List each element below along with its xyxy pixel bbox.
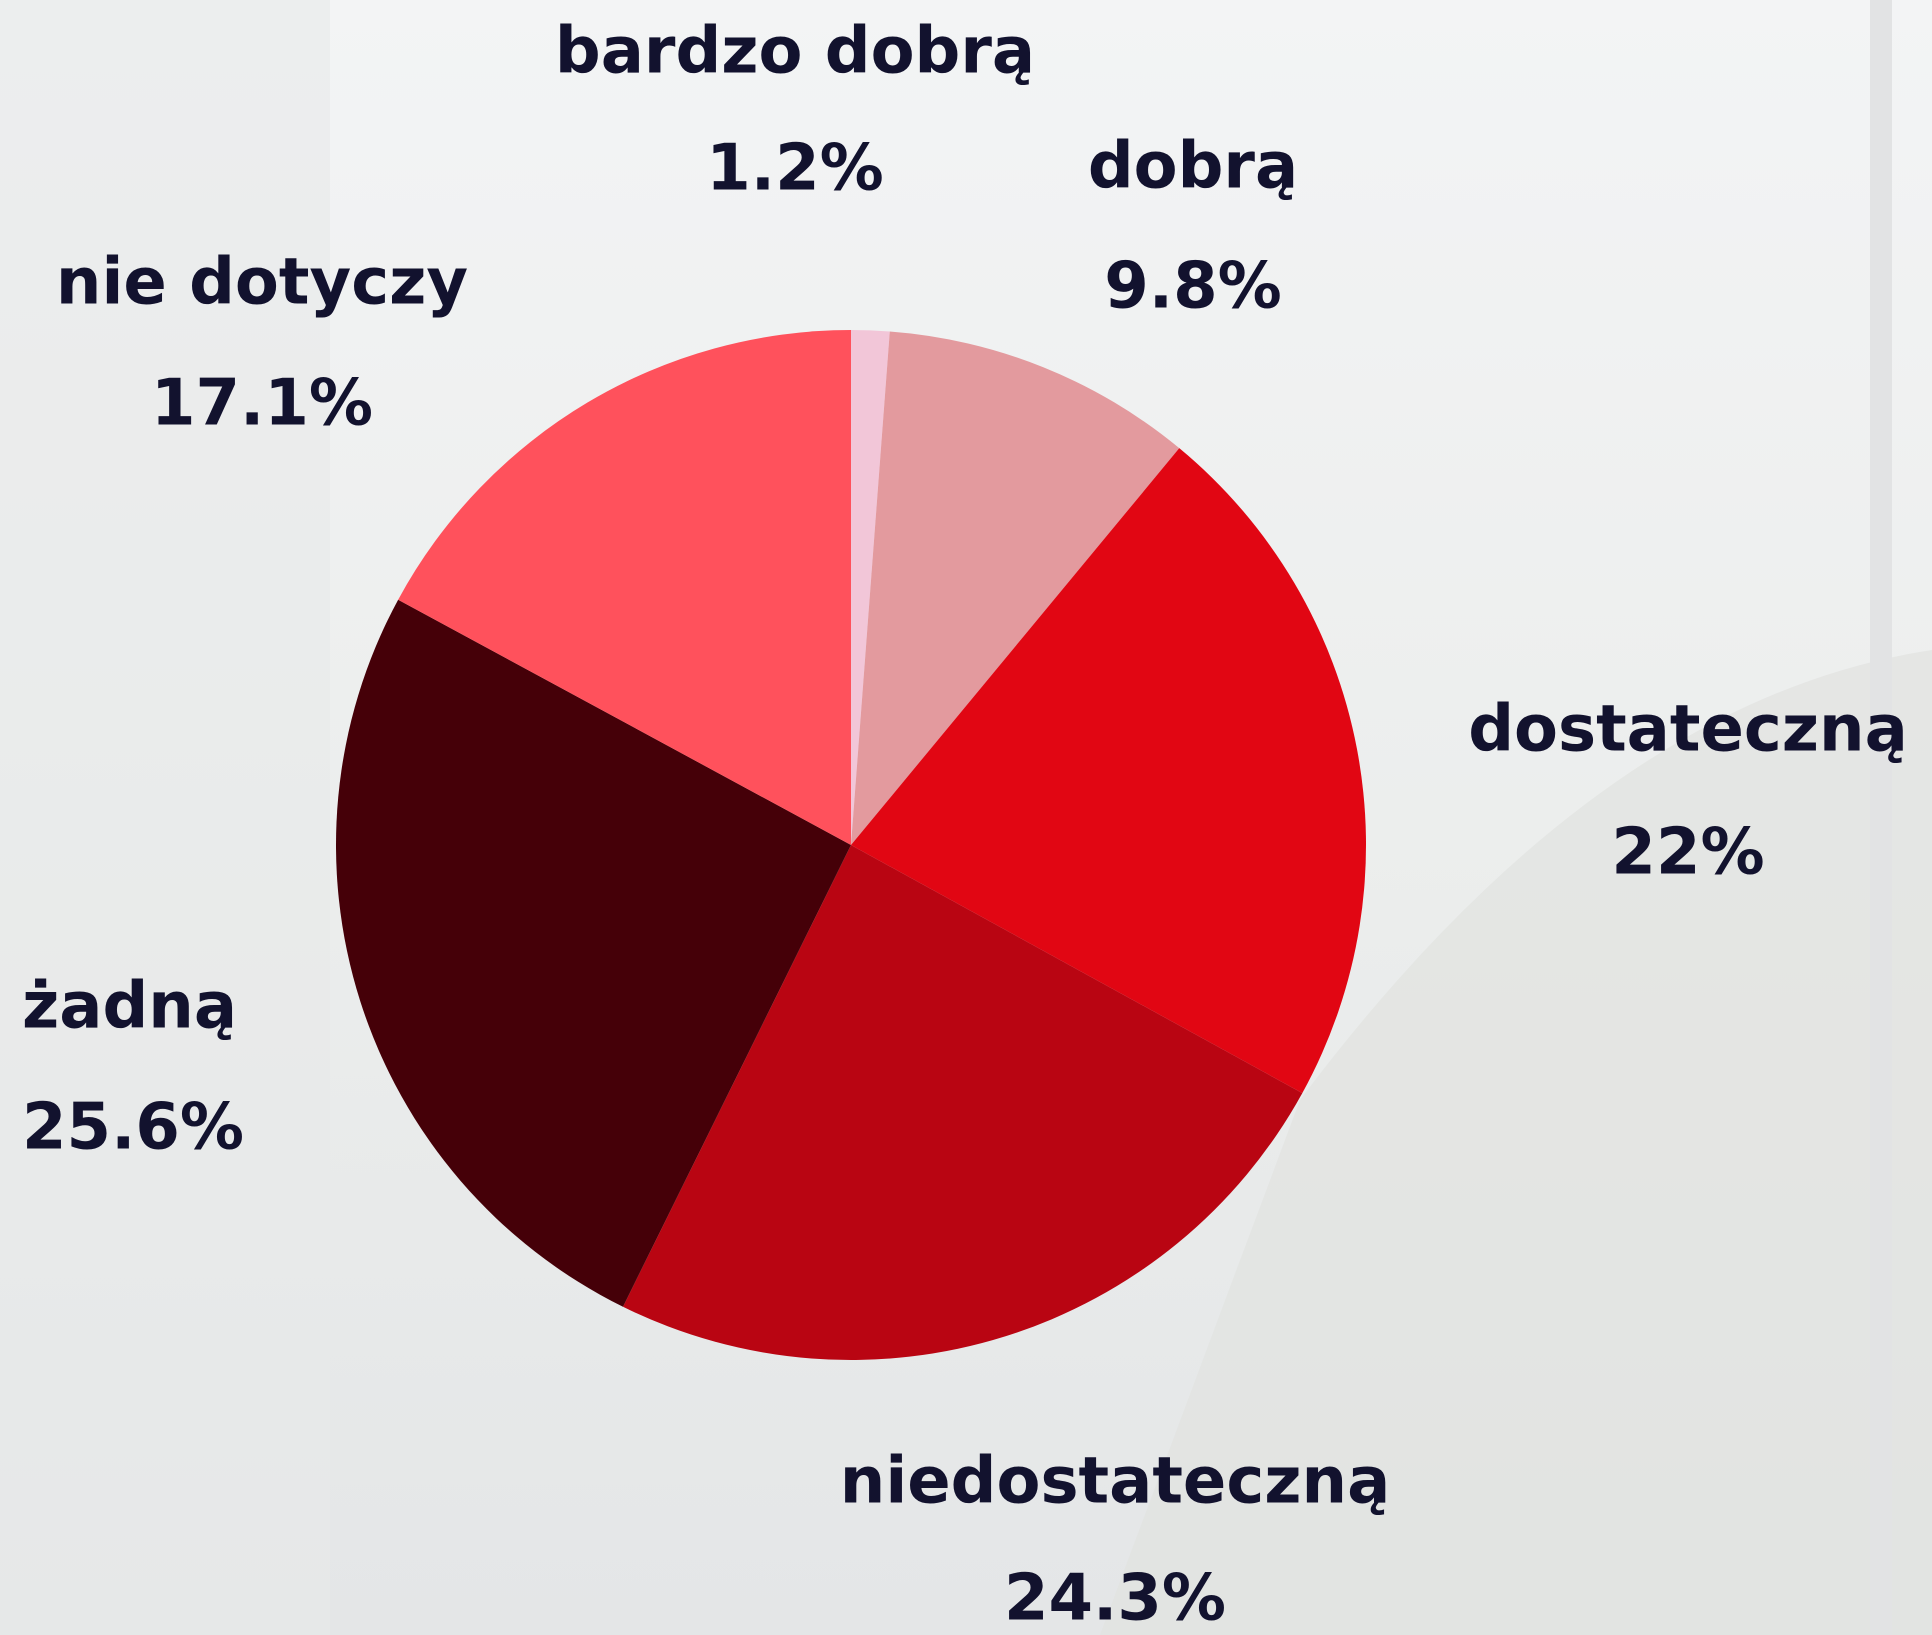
slice-label: żadną	[22, 970, 237, 1044]
value-label: 9.8%	[1104, 250, 1282, 324]
value-label: 24.3%	[1004, 1562, 1226, 1635]
slice-label: dobrą	[1088, 130, 1298, 204]
slice-label: nie dotyczy	[56, 246, 468, 320]
background-pole	[1870, 0, 1892, 1635]
value-label: 1.2%	[706, 132, 884, 206]
value-label: 25.6%	[22, 1091, 244, 1165]
value-label: 17.1%	[151, 367, 373, 441]
pie	[336, 330, 1366, 1360]
slice-label: niedostateczną	[840, 1445, 1391, 1519]
slice-label: bardzo dobrą	[555, 15, 1035, 89]
slice-label: dostateczną	[1468, 693, 1908, 767]
chart: bardzo dobrą 1.2% dobrą 9.8% dostateczną 22% n…	[0, 0, 1932, 1635]
value-label: 22%	[1611, 816, 1764, 890]
